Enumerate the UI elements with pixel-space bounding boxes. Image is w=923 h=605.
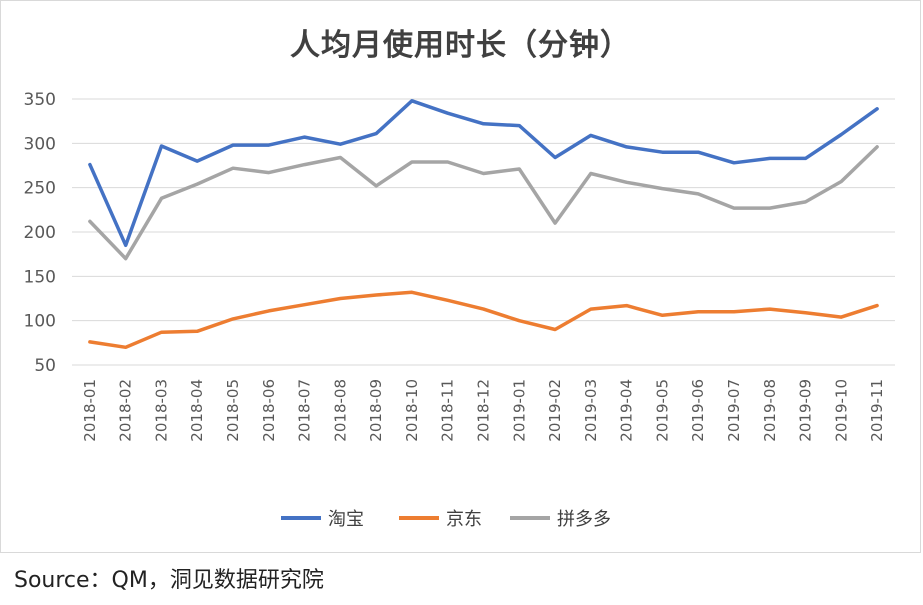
x-tick-label: 2019-06 xyxy=(689,379,707,442)
x-tick-label: 2019-07 xyxy=(725,379,743,442)
gridlines xyxy=(72,98,895,366)
y-tick-label: 50 xyxy=(34,356,56,376)
y-tick-label: 150 xyxy=(24,267,56,287)
x-tick-label: 2018-09 xyxy=(367,379,385,442)
x-tick-label: 2019-02 xyxy=(546,379,564,442)
x-tick-label: 2019-05 xyxy=(653,379,671,442)
x-tick-label: 2019-03 xyxy=(582,379,600,442)
y-tick-label: 350 xyxy=(24,90,56,110)
x-tick-label: 2019-08 xyxy=(761,379,779,442)
legend-label: 京东 xyxy=(446,509,482,530)
y-axis-ticks: 50 100 150 200 250 300 350 xyxy=(24,90,56,376)
x-tick-label: 2019-11 xyxy=(868,379,886,442)
x-tick-label: 2018-01 xyxy=(81,379,99,442)
y-tick-label: 200 xyxy=(24,223,56,243)
series-line xyxy=(88,290,879,350)
source-note: Source：QM，洞见数据研究院 xyxy=(14,568,324,593)
legend-label: 拼多多 xyxy=(557,509,611,530)
series-line xyxy=(88,99,879,248)
x-tick-label: 2018-11 xyxy=(439,379,457,442)
x-tick-label: 2018-04 xyxy=(188,379,206,442)
x-axis-ticks: 2018-01 2018-02 2018-03 2018-04 2018-05 2018-… xyxy=(81,379,886,442)
x-tick-label: 2018-07 xyxy=(296,379,314,442)
y-tick-label: 100 xyxy=(24,312,56,332)
legend-label: 淘宝 xyxy=(328,509,364,530)
x-tick-label: 2018-03 xyxy=(152,379,170,442)
x-tick-label: 2019-04 xyxy=(618,379,636,442)
chart-title: 人均月使用时长（分钟） xyxy=(290,28,631,63)
x-tick-label: 2018-06 xyxy=(260,379,278,442)
y-tick-label: 250 xyxy=(24,179,56,199)
x-tick-label: 2019-09 xyxy=(797,379,815,442)
x-tick-label: 2018-12 xyxy=(475,379,493,442)
x-tick-label: 2019-01 xyxy=(510,379,528,442)
series-lines xyxy=(88,99,879,350)
x-tick-label: 2018-02 xyxy=(117,379,135,442)
x-tick-label: 2019-10 xyxy=(832,379,850,442)
y-tick-label: 300 xyxy=(24,134,56,154)
legend: 淘宝 京东 拼多多 xyxy=(281,509,611,530)
x-tick-label: 2018-10 xyxy=(403,379,421,442)
x-tick-label: 2018-05 xyxy=(224,379,242,442)
series-line xyxy=(88,145,879,261)
x-tick-label: 2018-08 xyxy=(331,379,349,442)
